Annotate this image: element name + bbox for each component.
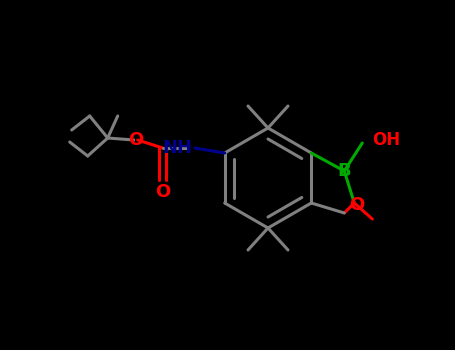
- Text: O: O: [349, 196, 364, 214]
- Text: OH: OH: [372, 131, 400, 149]
- Text: NH: NH: [163, 139, 193, 157]
- Text: B: B: [338, 162, 351, 180]
- Text: O: O: [155, 183, 170, 201]
- Text: O: O: [128, 131, 143, 149]
